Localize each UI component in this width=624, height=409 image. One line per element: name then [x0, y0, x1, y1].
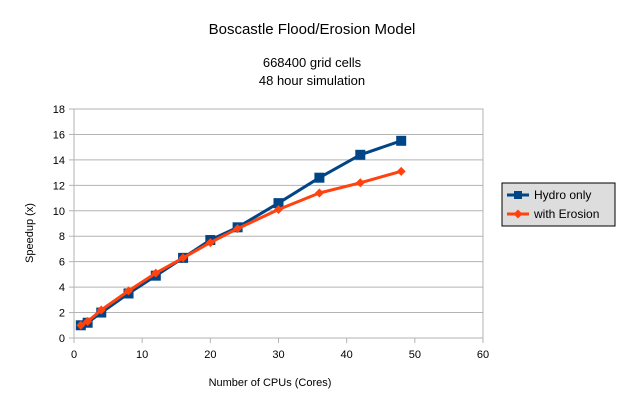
- y-tick-label-10: 10: [53, 206, 65, 218]
- data-point-with-erosion-4: [96, 305, 106, 315]
- y-axis-ticks: 0 2 4 6 8 10 12 14 16 18: [53, 104, 74, 345]
- series-line-with-erosion: [80, 169, 402, 327]
- y-tick-label-14: 14: [53, 155, 65, 167]
- data-point-with-erosion-24: [233, 224, 243, 234]
- data-point-with-erosion-42: [355, 178, 365, 188]
- y-tick-label-6: 6: [59, 257, 65, 269]
- y-tick-label-16: 16: [53, 129, 65, 141]
- x-tick-label-10: 10: [136, 349, 148, 361]
- data-point-hydro-only-36: [314, 172, 325, 183]
- data-point-with-erosion-48: [396, 166, 406, 176]
- data-point-with-erosion-20: [205, 238, 215, 248]
- data-point-with-erosion-1: [76, 320, 86, 330]
- data-point-hydro-only-30: [273, 198, 284, 209]
- data-point-hydro-only-48: [396, 135, 407, 146]
- series-layer: [75, 135, 407, 331]
- y-tick-label-4: 4: [59, 282, 65, 294]
- legend-marker-with-erosion: [513, 209, 523, 219]
- y-axis-label: Speedup (x): [24, 203, 36, 263]
- x-tick-label-60: 60: [477, 349, 489, 361]
- data-point-with-erosion-8: [124, 286, 134, 296]
- y-tick-label-12: 12: [53, 180, 65, 192]
- legend-box: [501, 182, 616, 227]
- data-point-with-erosion-30: [274, 205, 283, 215]
- data-point-with-erosion-12: [151, 268, 161, 278]
- x-tick-label-30: 30: [272, 349, 284, 361]
- x-axis-ticks: 0 10 20 30 40 50 60: [71, 338, 489, 361]
- x-tick-label-0: 0: [71, 349, 77, 361]
- y-tick-label-18: 18: [53, 104, 65, 116]
- x-axis-label: Number of CPUs (Cores): [209, 377, 332, 389]
- data-point-with-erosion-2: [83, 316, 93, 326]
- data-point-hydro-only-42: [355, 149, 366, 160]
- legend-marker-hydro-only: [514, 191, 522, 199]
- chart-subtitle-line-1: 668400 grid cells: [263, 55, 362, 70]
- plot-area-frame: [73, 108, 484, 339]
- chart-title: Boscastle Flood/Erosion Model: [209, 21, 416, 38]
- x-tick-label-50: 50: [409, 349, 421, 361]
- data-point-with-erosion-16: [178, 253, 188, 263]
- y-tick-label-0: 0: [59, 333, 65, 345]
- legend: Hydro only with Erosion: [501, 182, 616, 227]
- legend-label-hydro-only: Hydro only: [534, 188, 591, 202]
- chart-subtitle-line-2: 48 hour simulation: [259, 73, 365, 88]
- x-tick-label-20: 20: [204, 349, 216, 361]
- legend-label-with-erosion: with Erosion: [533, 207, 599, 221]
- data-point-with-erosion-36: [314, 188, 324, 198]
- y-tick-label-2: 2: [59, 308, 65, 320]
- x-tick-label-40: 40: [341, 349, 353, 361]
- y-tick-label-8: 8: [59, 231, 65, 243]
